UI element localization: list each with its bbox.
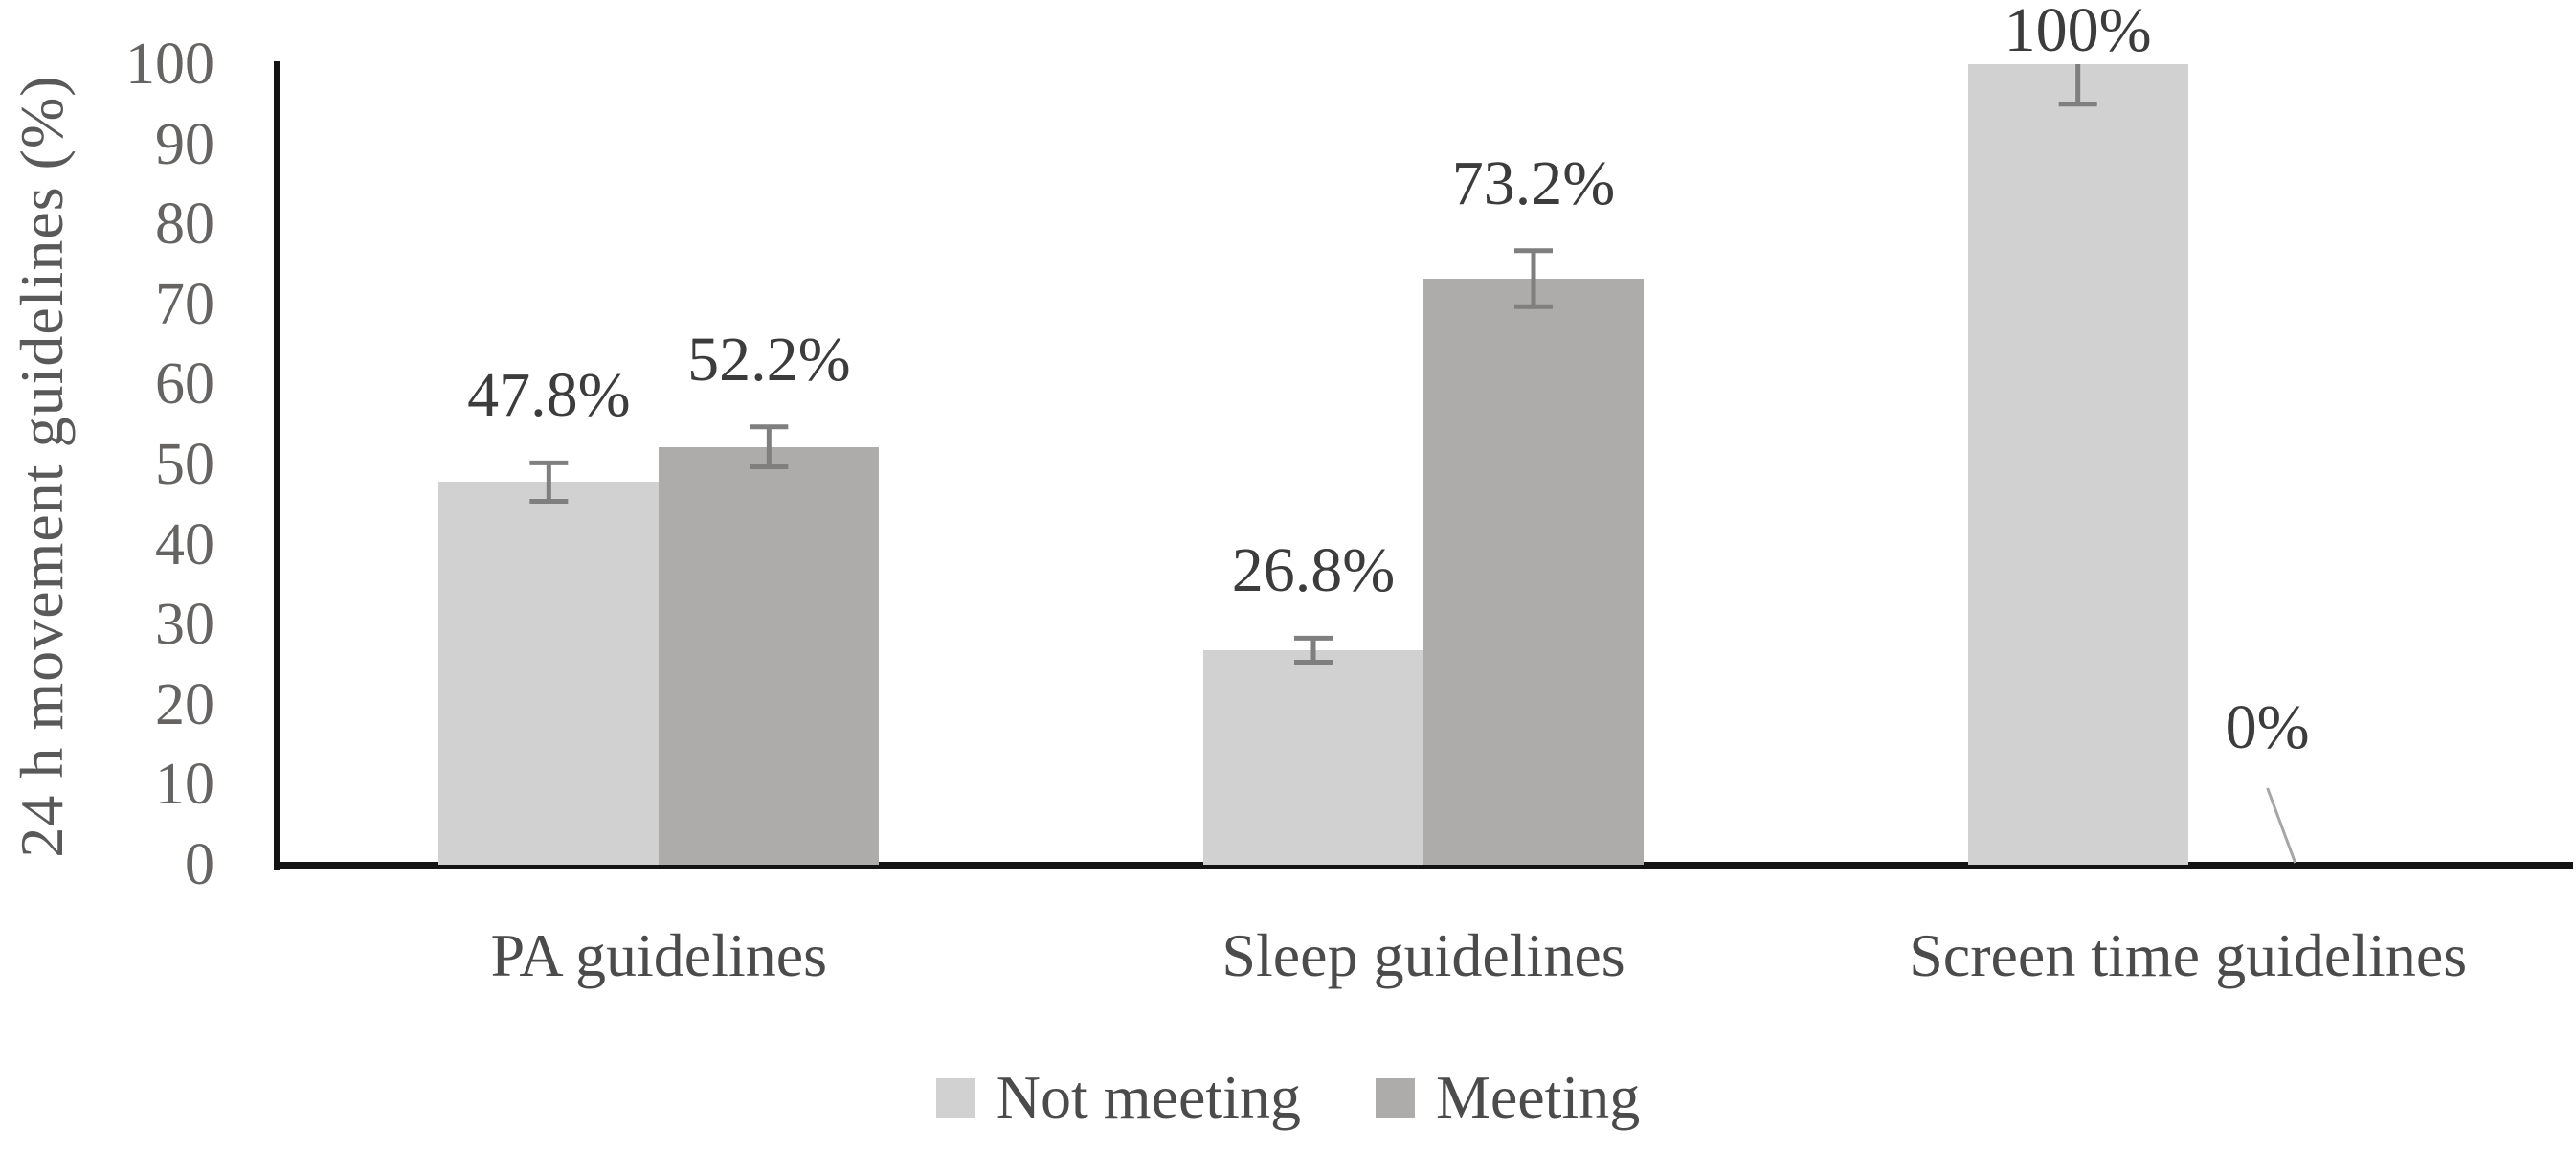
y-tick-label: 10: [155, 752, 214, 818]
data-label: 26.8%: [1231, 535, 1396, 606]
data-label: 100%: [2004, 0, 2152, 65]
y-tick-label: 50: [155, 432, 214, 497]
bar-meeting: [1423, 279, 1644, 865]
legend-swatch-meeting: [1375, 1077, 1415, 1118]
data-label: 52.2%: [687, 324, 851, 395]
legend-label-not-meeting: Not meeting: [996, 1063, 1301, 1131]
category-label: PA guidelines: [490, 921, 828, 989]
legend-swatch-not-meeting: [935, 1077, 975, 1118]
y-tick-label: 70: [155, 271, 214, 337]
y-tick-label: 100: [125, 32, 214, 97]
x-axis-line: [274, 862, 2573, 869]
bar-not-meeting: [438, 482, 660, 865]
legend-item-meeting: Meeting: [1375, 1063, 1641, 1131]
y-tick-label: 80: [155, 192, 214, 258]
y-tick-label: 90: [155, 111, 214, 177]
leader-line: [2266, 787, 2297, 864]
y-axis-line: [274, 61, 280, 870]
y-tick-label: 30: [155, 592, 214, 658]
data-label: 73.2%: [1451, 147, 1616, 218]
bar-not-meeting: [1967, 64, 2188, 865]
legend-label-meeting: Meeting: [1435, 1063, 1641, 1131]
category-label: Sleep guidelines: [1221, 921, 1625, 989]
legend: Not meeting Meeting: [0, 1067, 2576, 1128]
bar-meeting: [659, 446, 880, 865]
category-label: Screen time guidelines: [1909, 921, 2468, 989]
bar-not-meeting: [1203, 649, 1423, 865]
y-tick-label: 40: [155, 511, 214, 577]
y-tick-label: 20: [155, 671, 214, 737]
legend-item-not-meeting: Not meeting: [935, 1063, 1301, 1131]
data-label: 0%: [2225, 692, 2310, 762]
data-label: 47.8%: [467, 360, 631, 431]
y-tick-label: 0: [185, 832, 214, 897]
y-tick-label: 60: [155, 351, 214, 418]
